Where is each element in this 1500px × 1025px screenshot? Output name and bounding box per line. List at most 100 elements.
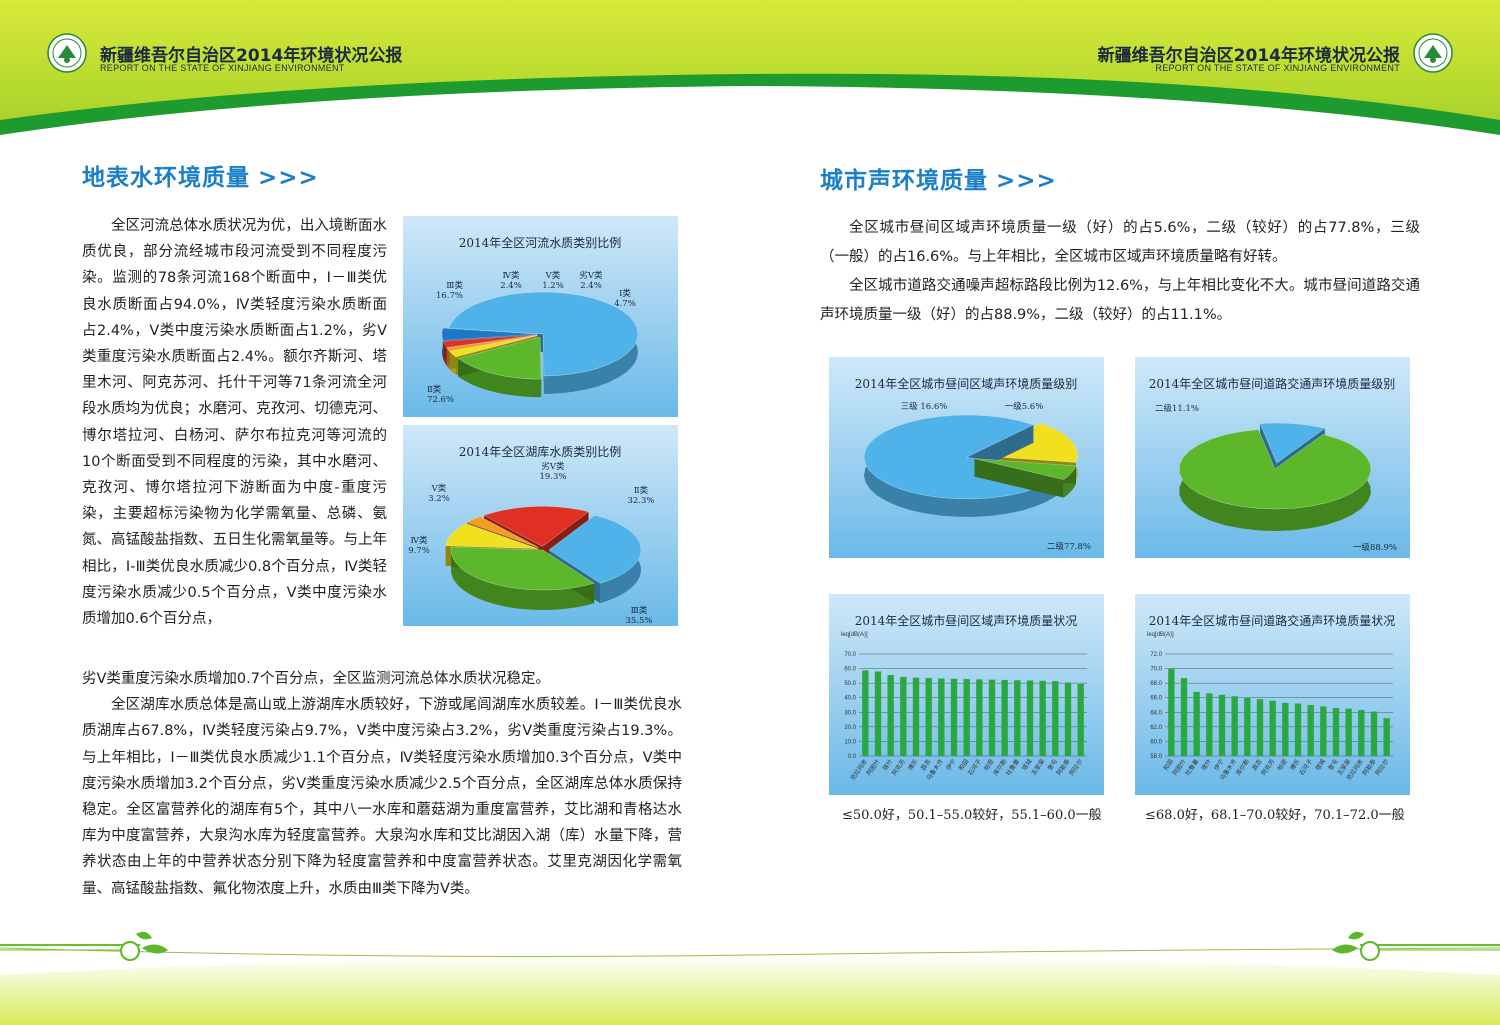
x-tick-label: 昌吉 (1251, 758, 1264, 772)
x-tick-label: 昌吉 (920, 758, 933, 772)
x-tick-label: 阿拉尔 (1067, 758, 1084, 777)
bar (1332, 707, 1340, 756)
y-tick-label: 70.0 (1150, 667, 1162, 673)
y-tick-label: 62.0 (1150, 725, 1162, 731)
river-paragraph-end: 劣Ⅴ类重度污染水质增加0.7个百分点，全区监测河流总体水质状况稳定。 (82, 671, 550, 687)
y-tick-label: 58.0 (1150, 754, 1162, 760)
emblem-icon (1413, 33, 1453, 73)
section-title-urban-noise: 城市声环境质量 >>> (820, 161, 1057, 195)
pie-slice-label: 一级88.9% (1353, 542, 1397, 553)
y-tick-label: 60.0 (844, 667, 856, 673)
pie-slice (450, 546, 595, 610)
y-axis-label: leq[dB(A)] (1147, 632, 1174, 638)
x-tick-label: 伊宁 (944, 758, 957, 772)
pie-slice-value: 16.7% (436, 291, 463, 301)
pie-slice-label: 三级 16.6% (901, 401, 948, 412)
traffic-noise-paragraph: 全区城市道路交通噪声超标路段比例为12.6%，与上年相比变化不大。城市昼间道路交… (820, 278, 1420, 323)
river-paragraph-body: 全区河流总体水质状况为优，出入境断面水质优良，部分流经城市段河流受到不同程度污染… (82, 218, 387, 628)
x-tick-label: 吐鲁番 (1183, 758, 1200, 777)
bar (1026, 680, 1034, 756)
chart-title: 2014年全区城市昼间区域声环境质量级别 (855, 376, 1078, 391)
pie-slice-label: 一级5.6% (1005, 401, 1044, 412)
section-arrows: >>> (258, 165, 319, 191)
bar (1256, 699, 1264, 756)
bar (1077, 684, 1084, 756)
bar (1001, 679, 1008, 756)
pie-slice-value: 32.3% (627, 496, 654, 506)
regional-noise-paragraph: 全区城市昼间区域声环境质量一级（好）的占5.6%，二级（较好）的占77.8%，三… (820, 220, 1420, 265)
traffic-noise-note: ≤68.0好，68.1–70.0较好，70.1–72.0一般 (1145, 808, 1405, 823)
bar (912, 677, 920, 756)
bar (900, 676, 907, 756)
y-tick-label: 60.0 (1150, 739, 1162, 745)
y-tick-label: 64.0 (1150, 710, 1162, 716)
pie-slice-label: 二级77.8% (1047, 541, 1091, 552)
pie-slice-name: Ⅳ类 (503, 270, 520, 281)
bar (1244, 697, 1251, 756)
pie-slice-value: 19.3% (539, 472, 566, 482)
section-title-text: 城市声环境质量 (820, 168, 988, 194)
chart-title: 2014年全区城市昼间区域声环境质量状况 (855, 613, 1078, 628)
y-tick-label: 30.0 (844, 710, 856, 716)
chart-title: 2014年全区河流水质类别比例 (459, 235, 622, 250)
pie-slice-label: 二级11.1% (1155, 403, 1199, 414)
pie-slice-value: 35.5% (625, 616, 652, 626)
bar (1218, 694, 1226, 756)
header-subtitle-left: REPORT ON THE STATE OF XINJIANG ENVIRONM… (100, 63, 345, 73)
lake-quality-chart: 2014年全区湖库水质类别比例 Ⅱ类 32.3% Ⅲ类 35.5% Ⅳ类 9.7% Ⅴ类 3.2… (403, 425, 678, 626)
y-tick-label: 70.0 (844, 652, 856, 658)
regional-noise-level-chart: 2014年全区城市昼间区域声环境质量级别二级77.8% 三级 16.6% 一级5.6… (829, 357, 1104, 558)
river-quality-chart-svg: 2014年全区河流水质类别比例Ⅱ类72.6%Ⅲ类16.7%Ⅳ类2.4%Ⅴ类1.2… (427, 235, 639, 405)
bar (1282, 702, 1289, 756)
pie-slice-value: 2.4% (500, 281, 522, 291)
x-tick-label: 奎屯 (1326, 758, 1339, 772)
emblem-icon (47, 33, 87, 73)
y-tick-label: 0.0 (848, 754, 857, 760)
bar (1193, 691, 1200, 756)
bar (950, 678, 958, 756)
pie-slice-name: Ⅲ类 (446, 280, 463, 291)
section-title-text: 地表水环境质量 (82, 165, 250, 191)
x-tick-label: 伊宁 (1212, 758, 1225, 772)
pie-slice-value: 3.2% (428, 494, 450, 504)
traffic-noise-level-chart: 2014年全区城市昼间道路交通声环境质量级别一级88.9% 二级11.1% (1135, 357, 1410, 558)
bar (1294, 703, 1302, 756)
bar (1320, 706, 1327, 756)
pie-slice-name: Ⅲ类 (631, 605, 648, 616)
traffic-noise-status-chart: 2014年全区城市昼间道路交通声环境质量状况 leq[dB(A)] 58.0 60.0… (1135, 594, 1410, 795)
leaf-ornament-icon (1332, 931, 1380, 961)
header-title-left: 新疆维吾尔自治区2014年环境状况公报 (100, 46, 403, 66)
bar (1269, 700, 1276, 756)
pie-slice (1179, 429, 1372, 531)
pie-slice-name: 劣Ⅴ类 (541, 461, 565, 472)
chart-title: 2014年全区湖库水质类别比例 (459, 444, 622, 459)
x-tick-label: 石河子 (1297, 758, 1314, 777)
pie-slice-value: 2.4% (580, 281, 602, 291)
x-tick-label: 博乐 (1288, 758, 1301, 772)
bar (963, 679, 970, 756)
bar (1039, 680, 1046, 756)
bar (988, 679, 996, 756)
y-tick-label: 40.0 (844, 696, 856, 702)
regional-noise-note: ≤50.0好，50.1–55.0较好，55.1–60.0一般 (842, 808, 1102, 823)
pie-slice-value: 1.2% (542, 281, 564, 291)
y-axis-label: leq[dB(A)] (841, 632, 868, 638)
bar (938, 678, 945, 756)
x-tick-label: 石河子 (966, 758, 983, 777)
x-tick-label: 阿拉尔 (1373, 758, 1390, 777)
y-tick-label: 50.0 (844, 681, 856, 687)
regional-noise-status-chart-svg: 2014年全区城市昼间区域声环境质量状况 leq[dB(A)] 0.0 10.0 20.… (841, 613, 1087, 782)
bar (887, 674, 894, 756)
bar (1180, 678, 1188, 756)
chart-title: 2014年全区城市昼间道路交通声环境质量级别 (1149, 376, 1396, 391)
x-tick-label: 奎屯 (1046, 758, 1059, 772)
section-arrows: >>> (996, 168, 1057, 194)
y-tick-label: 20.0 (844, 725, 856, 731)
y-tick-label: 66.0 (1150, 696, 1162, 702)
header-title-right: 新疆维吾尔自治区2014年环境状况公报 (1097, 46, 1400, 66)
x-tick-label: 哈密 (982, 758, 995, 772)
surface-water-text: 全区河流总体水质状况为优，出入境断面水质优良，部分流经城市段河流受到不同程度污染… (82, 213, 682, 902)
